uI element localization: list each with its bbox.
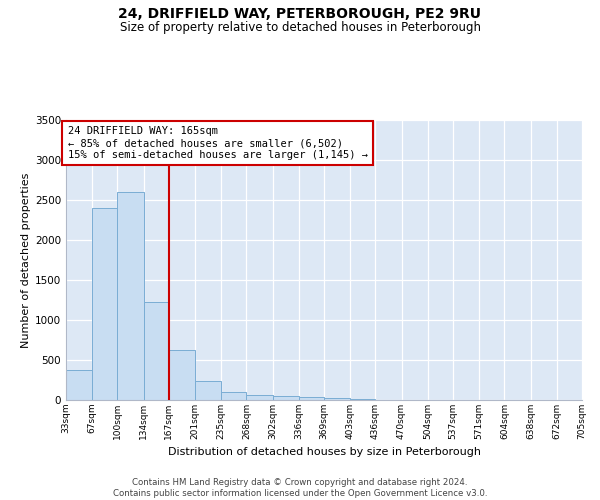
Bar xyxy=(118,192,143,400)
Text: Contains HM Land Registry data © Crown copyright and database right 2024.
Contai: Contains HM Land Registry data © Crown c… xyxy=(113,478,487,498)
Bar xyxy=(350,399,376,400)
Bar xyxy=(66,370,92,400)
Bar xyxy=(324,398,350,400)
Bar xyxy=(272,396,299,400)
Bar xyxy=(195,381,221,400)
Bar xyxy=(169,350,195,400)
Text: 24 DRIFFIELD WAY: 165sqm
← 85% of detached houses are smaller (6,502)
15% of sem: 24 DRIFFIELD WAY: 165sqm ← 85% of detach… xyxy=(68,126,368,160)
Bar xyxy=(247,395,272,400)
Text: Size of property relative to detached houses in Peterborough: Size of property relative to detached ho… xyxy=(119,21,481,34)
Bar xyxy=(221,392,247,400)
Y-axis label: Number of detached properties: Number of detached properties xyxy=(21,172,31,348)
Bar xyxy=(299,397,324,400)
Bar xyxy=(143,302,169,400)
Bar xyxy=(92,208,118,400)
X-axis label: Distribution of detached houses by size in Peterborough: Distribution of detached houses by size … xyxy=(167,448,481,458)
Text: 24, DRIFFIELD WAY, PETERBOROUGH, PE2 9RU: 24, DRIFFIELD WAY, PETERBOROUGH, PE2 9RU xyxy=(119,8,482,22)
